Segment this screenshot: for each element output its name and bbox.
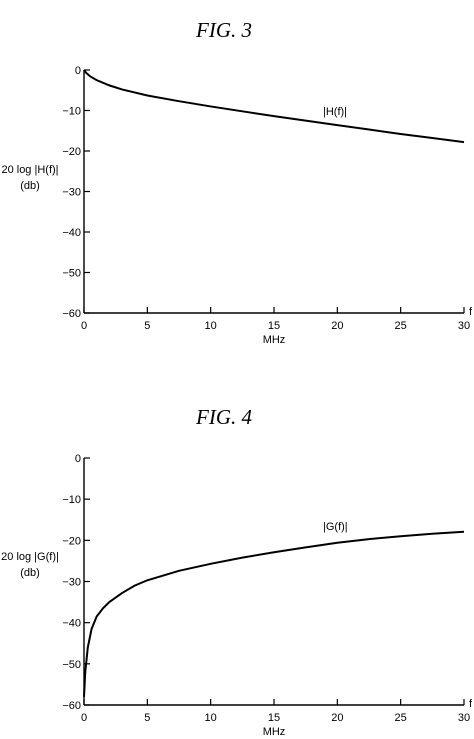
x-tick-label: 30: [458, 712, 470, 724]
chart-1: FIG. 30−10−20−30−40−50−600 5 10 15 20 25 30MHz…: [1, 18, 473, 346]
x-tick-label: 25: [395, 712, 407, 724]
x-tick-label: 15: [268, 320, 280, 332]
x-tick-label: 5: [144, 320, 150, 332]
chart-2: FIG. 40−10−20−30−40−50−600 5 10 15 20 25 30MHz…: [1, 405, 473, 738]
x-tick-label: 15: [268, 712, 280, 724]
x-axis-symbol: f: [469, 306, 473, 318]
series-label: |G(f)|: [323, 521, 348, 533]
x-tick-label: 0: [81, 712, 87, 724]
x-tick-label: 20: [331, 320, 343, 332]
y-tick-label: 0: [75, 65, 81, 77]
chart-title: FIG. 3: [195, 18, 252, 42]
chart-title: FIG. 4: [195, 405, 252, 429]
series-line: [83, 69, 465, 144]
y-axis-label-line-2: (db): [20, 180, 40, 192]
x-axis-label: MHz: [263, 726, 286, 738]
y-tick-label: −60: [62, 700, 81, 712]
y-tick-label: −30: [62, 577, 81, 589]
x-tick-label: 10: [205, 320, 217, 332]
y-tick-label: −20: [62, 146, 81, 158]
y-tick-label: 0: [75, 453, 81, 465]
x-tick-label: 5: [144, 712, 150, 724]
x-tick-label: 25: [395, 320, 407, 332]
x-tick-label: 10: [205, 712, 217, 724]
y-tick-label: −10: [62, 106, 81, 118]
x-tick-label: 20: [331, 712, 343, 724]
x-tick-label: 30: [458, 320, 470, 332]
x-tick-label: 0: [81, 320, 87, 332]
y-tick-label: −40: [62, 618, 81, 630]
y-tick-label: −40: [62, 227, 81, 239]
series-line: [83, 530, 465, 697]
y-tick-label: −20: [62, 535, 81, 547]
x-axis-label: MHz: [263, 334, 286, 346]
y-axis-label-line-1: 20 log |G(f)|: [1, 551, 59, 563]
y-tick-label: −50: [62, 268, 81, 280]
y-tick-label: −50: [62, 659, 81, 671]
y-tick-label: −60: [62, 308, 81, 320]
y-axis-label-line-1: 20 log |H(f)|: [1, 164, 58, 176]
y-tick-label: −30: [62, 187, 81, 199]
y-tick-label: −10: [62, 494, 81, 506]
y-axis-label-line-2: (db): [20, 567, 40, 579]
series-label: |H(f)|: [323, 106, 347, 118]
x-axis-symbol: f: [469, 698, 473, 710]
